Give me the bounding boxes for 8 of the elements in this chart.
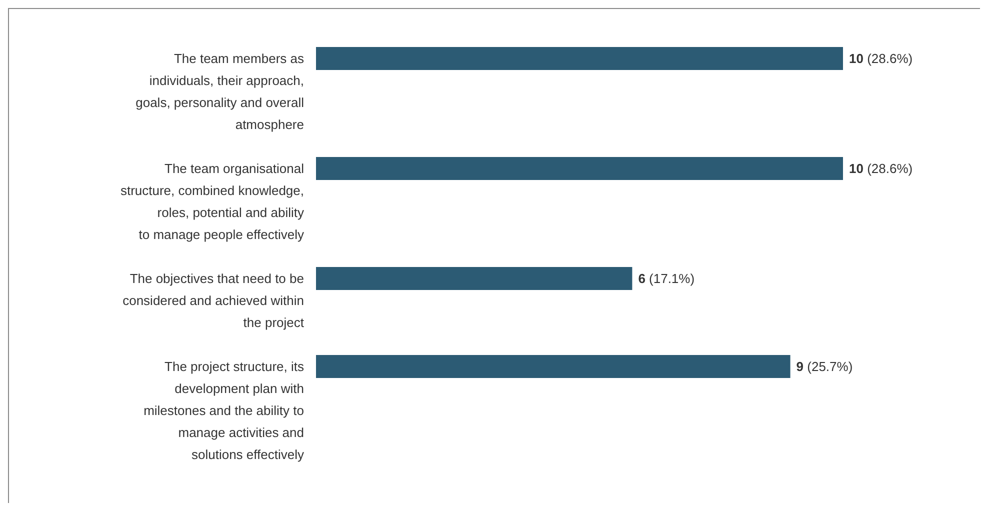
y-tick-label: The objectives that need to be considered and achieved within the project <box>122 271 304 330</box>
y-tick-label: The team organisational structure, combined knowledge, roles, potential and ability to manage people effectively <box>120 161 304 242</box>
data-label: 10 (28.6%) <box>849 51 913 66</box>
y-tick-label: The project structure, its development plan with milestones and the ability to manage activities and solutions effectively <box>144 359 304 462</box>
data-label: 9 (25.7%) <box>796 359 853 374</box>
data-label: 10 (28.6%) <box>849 161 913 176</box>
y-tick-label: The team members as individuals, their approach, goals, personality and overall atmosphere <box>136 51 304 132</box>
data-label: 6 (17.1%) <box>638 271 695 286</box>
